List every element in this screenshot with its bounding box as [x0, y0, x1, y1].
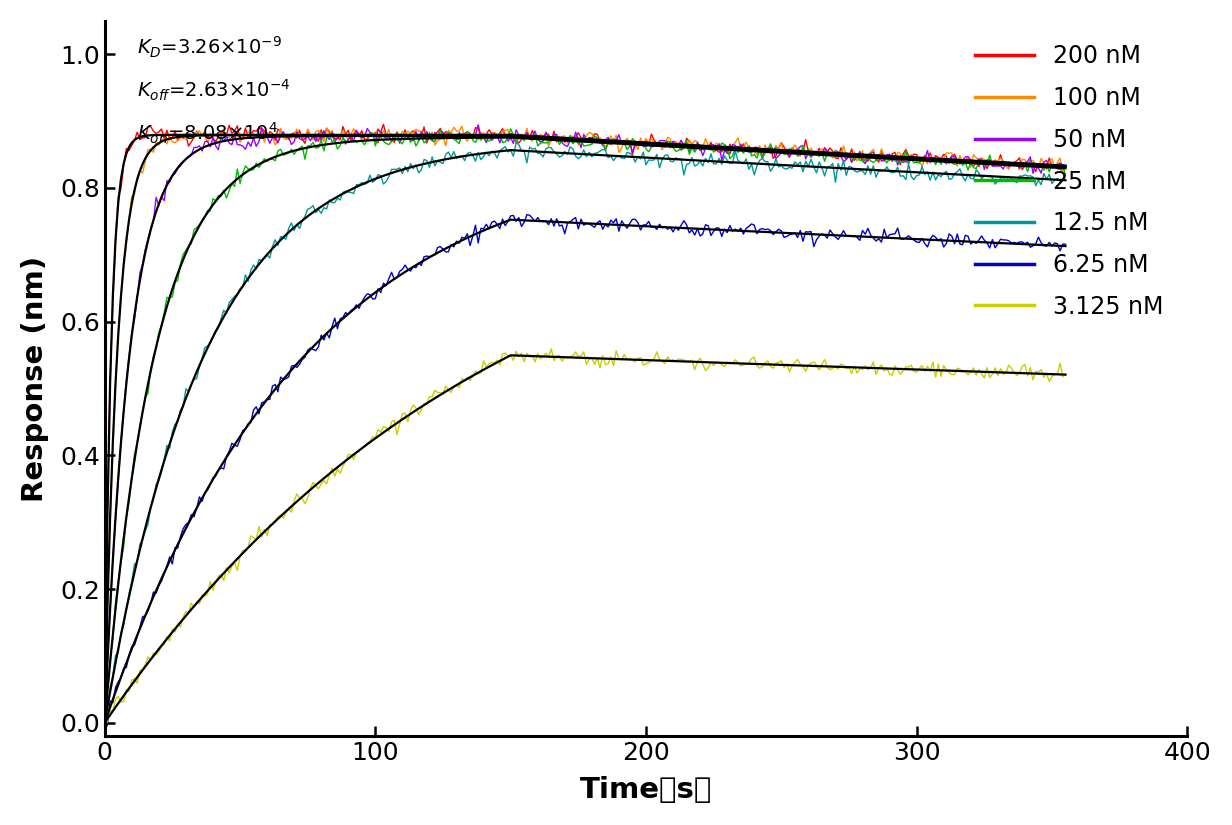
- Legend: 200 nM, 100 nM, 50 nM, 25 nM, 12.5 nM, 6.25 nM, 3.125 nM: 200 nM, 100 nM, 50 nM, 25 nM, 12.5 nM, 6…: [963, 33, 1175, 331]
- Text: $K_D$=3.26×10$^{-9}$
$K_{off}$=2.63×10$^{-4}$
$K_{on}$=8.08×10$^{4}$: $K_D$=3.26×10$^{-9}$ $K_{off}$=2.63×10$^…: [137, 35, 291, 146]
- Y-axis label: Response (nm): Response (nm): [21, 256, 49, 502]
- X-axis label: Time（s）: Time（s）: [580, 776, 712, 804]
